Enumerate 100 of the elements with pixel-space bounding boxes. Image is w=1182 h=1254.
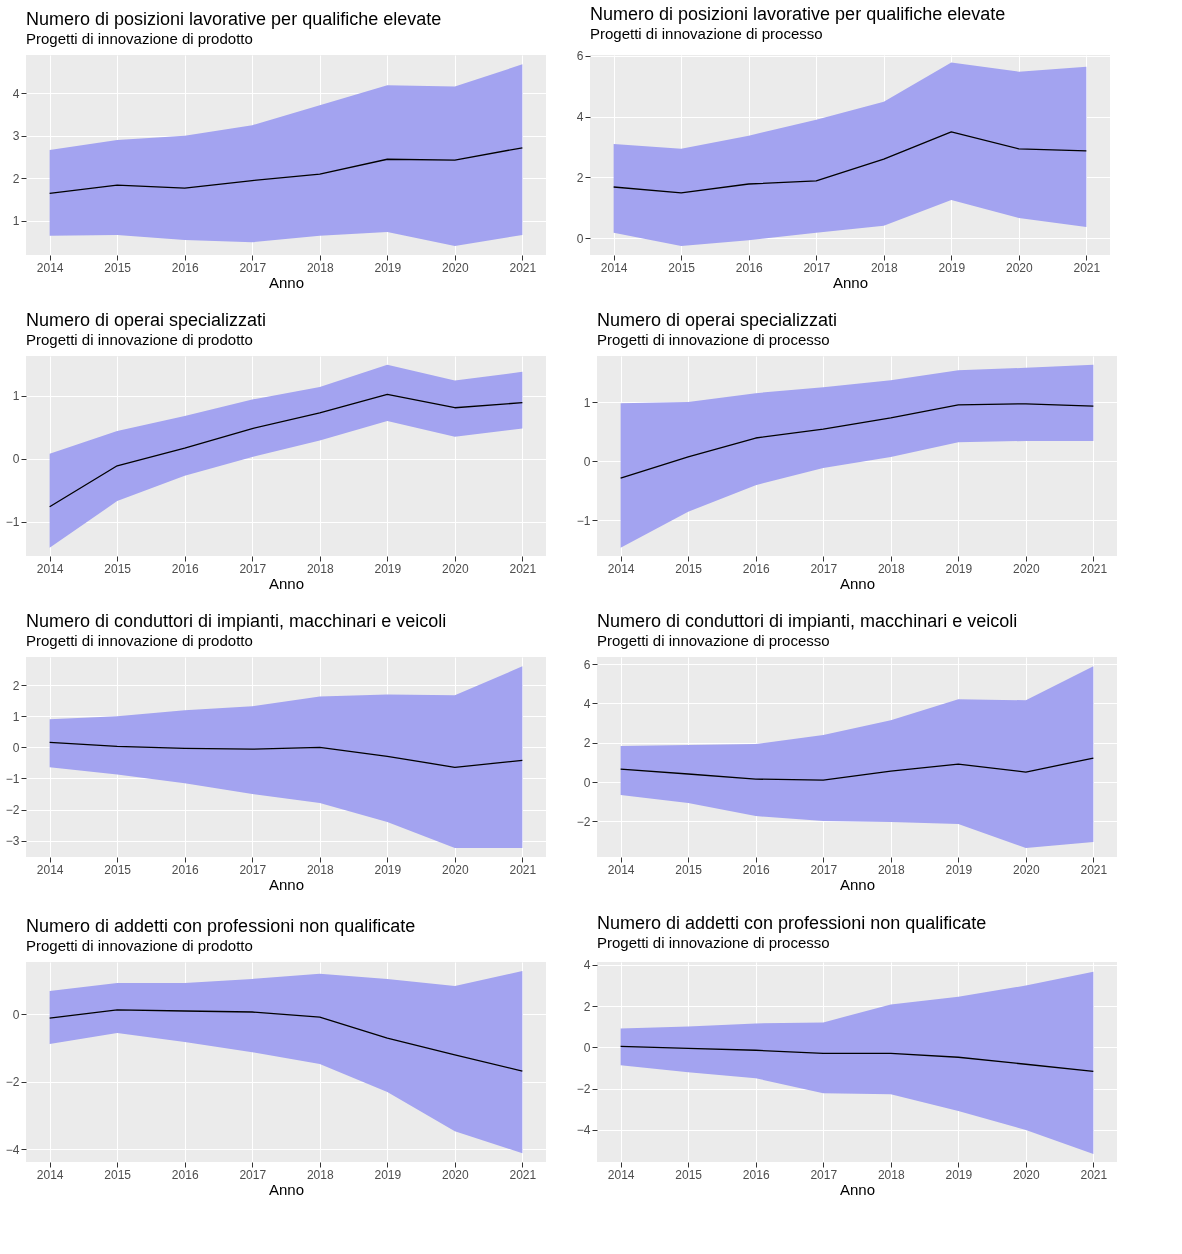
x-tick-label: 2017 [239,561,267,576]
x-tick-label: 2014 [36,1167,64,1182]
y-tick-label: −1 [5,772,20,786]
x-tick-label: 2019 [374,862,402,877]
y-tick-label: 0 [12,1007,20,1022]
chart-title: Numero di addetti con professioni non qualificate [597,912,987,933]
chart-subtitle: Progetti di innovazione di processo [597,331,830,348]
x-tick-label: 2021 [1080,561,1108,576]
chart-title: Numero di addetti con professioni non qualificate [26,916,416,936]
x-axis-title: Anno [268,574,305,592]
y-tick-label: 0 [576,231,584,246]
x-tick-label: 2015 [104,1167,132,1182]
chart-subtitle: Progetti di innovazione di processo [597,632,830,649]
y-tick-label: 6 [576,49,584,64]
x-tick-label: 2014 [607,1167,635,1182]
y-tick-label: 2 [12,678,20,693]
x-tick-label: 2017 [803,260,831,275]
x-tick-label: 2020 [1012,1167,1040,1182]
chart-subtitle: Progetti di innovazione di prodotto [26,632,253,649]
x-tick-label: 2021 [509,561,537,576]
y-tick-label: 4 [583,958,591,973]
line-series [619,1045,1095,1072]
x-tick-label: 2014 [607,561,635,576]
y-tick-label: −2 [576,1082,591,1097]
x-tick-label: 2018 [306,260,334,275]
x-axis-title: Anno [268,273,305,291]
line-series [619,757,1095,781]
line-series [612,131,1088,194]
chart-subtitle: Progetti di innovazione di processo [590,24,823,42]
chart-subtitle: Progetti di innovazione di processo [597,933,830,951]
y-tick-label: 2 [576,170,584,185]
y-tick-label: 3 [12,129,20,144]
line-series [619,403,1095,479]
y-tick-label: −1 [576,513,591,528]
x-tick-label: 2018 [870,260,898,275]
x-tick-label: 2016 [171,561,199,576]
x-tick-label: 2014 [607,862,635,877]
chart-title: Numero di operai specializzati [597,310,838,330]
line-series [48,1009,524,1072]
y-tick-label: −2 [5,1075,20,1090]
x-tick-label: 2016 [171,260,199,275]
x-axis-title: Anno [268,875,305,893]
x-tick-label: 2017 [810,862,838,877]
y-tick-label: 1 [12,214,20,229]
x-tick-label: 2015 [104,561,132,576]
chart-title: Numero di posizioni lavorative per qualifiche elevate [26,9,442,29]
chart-title: Numero di posizioni lavorative per qualifiche elevate [590,3,1006,24]
y-tick-label: 0 [12,740,20,755]
x-axis-title: Anno [832,273,869,291]
x-tick-label: 2020 [1012,862,1040,877]
y-tick-label: 1 [583,395,591,410]
y-tick-label: 4 [12,86,20,101]
x-tick-label: 2018 [877,561,905,576]
line-series [48,741,524,768]
x-tick-label: 2018 [306,862,334,877]
x-tick-label: 2018 [306,561,334,576]
x-axis-title: Anno [268,1180,305,1198]
x-tick-label: 2019 [945,862,973,877]
chart-title: Numero di conduttori di impianti, macchinari e veicoli [26,611,447,631]
chart-title: Numero di operai specializzati [26,310,267,330]
y-tick-label: 0 [583,1040,591,1055]
x-tick-label: 2019 [938,260,966,275]
y-tick-label: 6 [583,657,591,672]
x-tick-label: 2020 [441,260,469,275]
y-tick-label: 2 [583,736,591,751]
x-tick-label: 2017 [810,1167,838,1182]
x-tick-label: 2015 [675,561,703,576]
x-tick-label: 2015 [668,260,696,275]
x-tick-label: 2021 [1080,1167,1108,1182]
line-series [48,393,524,508]
x-axis-title: Anno [839,574,876,592]
x-tick-label: 2015 [675,1167,703,1182]
x-axis-title: Anno [839,1180,876,1198]
x-tick-label: 2021 [1073,260,1101,275]
chart-subtitle: Progetti di innovazione di prodotto [26,331,253,348]
y-tick-label: 1 [12,389,20,404]
x-tick-label: 2015 [675,862,703,877]
y-tick-label: 2 [583,999,591,1014]
y-tick-label: −2 [5,803,20,818]
x-tick-label: 2017 [239,260,267,275]
chart-subtitle: Progetti di innovazione di prodotto [26,937,253,954]
x-tick-label: 2021 [1080,862,1108,877]
x-tick-label: 2018 [877,862,905,877]
y-tick-label: 0 [12,452,20,467]
x-tick-label: 2018 [877,1167,905,1182]
x-tick-label: 2019 [374,1167,402,1182]
x-tick-label: 2014 [36,260,64,275]
x-tick-label: 2018 [306,1167,334,1182]
x-tick-label: 2015 [104,260,132,275]
x-tick-label: 2016 [742,1167,770,1182]
y-tick-label: 4 [583,696,591,711]
x-tick-label: 2016 [742,561,770,576]
x-tick-label: 2014 [36,862,64,877]
x-tick-label: 2016 [742,862,770,877]
x-tick-label: 2017 [810,561,838,576]
x-axis-title: Anno [839,875,876,893]
x-tick-label: 2014 [600,260,628,275]
x-tick-label: 2019 [374,260,402,275]
x-tick-label: 2017 [239,862,267,877]
x-tick-label: 2020 [441,862,469,877]
